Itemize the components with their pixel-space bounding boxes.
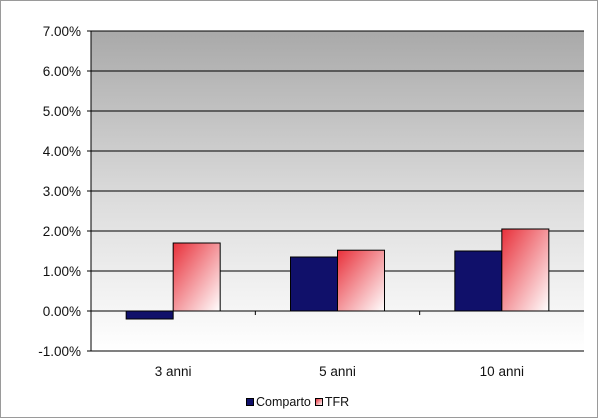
bars (125, 228, 550, 320)
bar-comparto-0 (125, 310, 174, 320)
y-tick-label: 1.00% (43, 264, 81, 279)
bar-comparto-1 (290, 256, 338, 312)
y-tick-label: 7.00% (43, 24, 81, 39)
y-tick-label: -1.00% (38, 344, 81, 359)
y-axis-ticks: 7.00% 6.00% 5.00% 4.00% 3.00% 2.00% 1.00% 0.00%… (38, 24, 92, 359)
bar-chart: 7.00% 6.00% 5.00% 4.00% 3.00% 2.00% 1.00% 0.00%… (38, 24, 584, 379)
bar-comparto-2 (454, 250, 503, 312)
x-tick-label: 5 anni (319, 364, 356, 379)
legend-swatch-comparto (246, 398, 254, 406)
y-tick-label: 5.00% (43, 104, 81, 119)
bar-tfr-1 (337, 249, 385, 312)
legend-item-tfr: TFR (314, 395, 350, 409)
y-tick-label: 0.00% (43, 304, 81, 319)
x-tick-label: 3 anni (155, 364, 192, 379)
legend-item-comparto: Comparto (246, 395, 311, 409)
y-tick-label: 4.00% (43, 144, 81, 159)
legend-label-comparto: Comparto (256, 395, 311, 409)
bar-tfr-2 (501, 228, 550, 312)
y-tick-label: 6.00% (43, 64, 81, 79)
legend: Comparto TFR (246, 395, 349, 409)
legend-swatch-tfr (314, 398, 323, 406)
y-tick-label: 3.00% (43, 184, 81, 199)
x-tick-label: 10 anni (480, 364, 524, 379)
x-axis-ticks: 3 anni 5 anni 10 anni (91, 310, 584, 379)
legend-label-tfr: TFR (324, 395, 350, 409)
y-tick-label: 2.00% (43, 224, 81, 239)
bar-tfr-0 (172, 242, 221, 312)
